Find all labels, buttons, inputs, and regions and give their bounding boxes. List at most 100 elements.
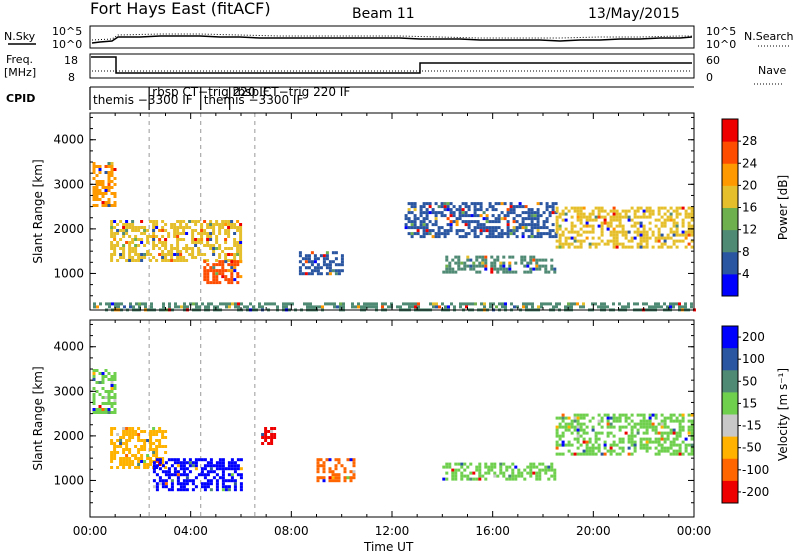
scatter-cell <box>493 471 497 475</box>
scatter-cell <box>92 177 96 180</box>
scatter-cell <box>194 458 198 462</box>
scatter-cell <box>633 236 637 240</box>
scatter-cell <box>194 464 198 468</box>
scatter-cell <box>200 458 204 462</box>
scatter-cell <box>461 211 465 215</box>
scatter-cell <box>484 465 488 469</box>
scatter-cell <box>648 422 652 426</box>
scatter-cell <box>206 235 210 238</box>
scatter-cell <box>672 440 676 444</box>
scatter-cell <box>164 473 168 477</box>
scatter-cell <box>116 433 120 436</box>
scatter-cell <box>461 208 465 212</box>
scatter-cell <box>96 305 99 309</box>
scatter-cell <box>221 461 225 465</box>
scatter-cell <box>666 434 670 438</box>
scatter-cell <box>481 255 485 259</box>
scatter-cell <box>119 238 123 241</box>
scatter-cell <box>588 230 592 234</box>
scatter-cell <box>164 451 168 454</box>
scatter-cell <box>210 302 213 306</box>
scatter-cell <box>452 220 456 224</box>
scatter-cell <box>476 202 480 206</box>
scatter-cell <box>413 217 417 221</box>
scatter-cell <box>561 416 565 420</box>
scatter-cell <box>422 217 426 221</box>
scatter-cell <box>128 241 132 244</box>
scatter-cell <box>173 253 177 256</box>
freq-left-label-1: Freq. <box>6 53 33 66</box>
scatter-cell <box>267 430 271 433</box>
scatter-cell <box>236 244 240 247</box>
scatter-cell <box>663 437 667 441</box>
scatter-cell <box>672 419 676 423</box>
scatter-cell <box>104 192 108 195</box>
scatter-cell <box>675 215 679 219</box>
scatter-cell <box>582 413 586 417</box>
scatter-cell <box>582 230 586 234</box>
scatter-cell <box>497 232 501 236</box>
scatter-cell <box>176 482 180 486</box>
scatter-cell <box>636 227 640 231</box>
scatter-cell <box>206 482 210 486</box>
scatter-cell <box>177 305 180 309</box>
scatter-cell <box>657 422 661 426</box>
scatter-cell <box>352 473 356 477</box>
scatter-cell <box>221 488 225 492</box>
scatter-cell <box>645 449 649 453</box>
scatter-cell <box>672 437 676 441</box>
scatter-cell <box>473 232 477 236</box>
colorbar-tick-label: -50 <box>742 441 762 455</box>
scatter-cell <box>137 463 141 466</box>
scatter-cell <box>108 302 111 306</box>
scatter-cell <box>164 253 168 256</box>
scatter-cell <box>167 470 171 474</box>
scatter-cell <box>564 443 568 447</box>
scatter-cell <box>161 479 165 483</box>
scatter-cell <box>532 255 536 259</box>
colorbar-segment <box>722 185 738 208</box>
scatter-cell <box>508 261 512 265</box>
scatter-cell <box>597 224 601 228</box>
scatter-cell <box>182 482 186 486</box>
scatter-cell <box>473 202 477 206</box>
scatter-cell <box>606 305 609 309</box>
scatter-cell <box>639 239 643 243</box>
scatter-cell <box>140 445 144 448</box>
scatter-cell <box>445 255 449 259</box>
scatter-cell <box>657 233 661 237</box>
scatter-cell <box>645 437 649 441</box>
scatter-cell <box>203 232 207 235</box>
scatter-cell <box>110 451 114 454</box>
scatter-cell <box>633 215 637 219</box>
scatter-cell <box>609 452 613 456</box>
scatter-cell <box>125 430 129 433</box>
scatter-cell <box>530 229 534 233</box>
scatter-cell <box>122 247 126 250</box>
scatter-cell <box>239 232 243 235</box>
scatter-cell <box>666 209 670 213</box>
scatter-cell <box>469 471 473 475</box>
scatter-cell <box>645 215 649 219</box>
scatter-cell <box>506 232 510 236</box>
scatter-cell <box>128 253 132 256</box>
scatter-cell <box>203 260 207 264</box>
colorbar-tick-label: 8 <box>742 245 750 259</box>
scatter-cell <box>200 223 204 226</box>
scatter-cell <box>636 230 640 234</box>
scatter-cell <box>113 183 117 186</box>
scatter-cell <box>558 434 562 438</box>
scatter-cell <box>621 305 624 309</box>
scatter-cell <box>218 260 222 264</box>
scatter-cell <box>567 425 571 429</box>
scatter-cell <box>239 244 243 247</box>
scatter-cell <box>651 440 655 444</box>
scatter-cell <box>458 211 462 215</box>
scatter-cell <box>119 253 123 256</box>
scatter-cell <box>663 449 667 453</box>
scatter-cell <box>331 470 335 474</box>
scatter-cell <box>434 202 438 206</box>
scatter-cell <box>591 227 595 231</box>
scatter-cell <box>464 220 468 224</box>
scatter-cell <box>663 302 666 306</box>
